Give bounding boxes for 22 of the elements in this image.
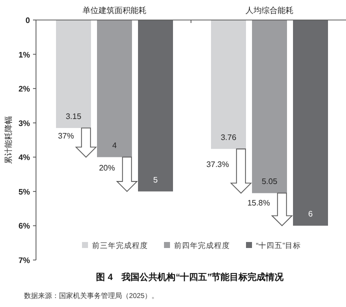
- data-label: 4: [112, 141, 118, 150]
- data-label: 5: [153, 175, 158, 184]
- annotation: 20%: [98, 163, 115, 172]
- y-tick-label: 2%: [18, 84, 30, 94]
- y-tick-label: 6%: [18, 222, 30, 231]
- y-tick-label: 5%: [18, 187, 30, 196]
- y-tick-label: 4%: [18, 153, 30, 162]
- y-tick-label: 0: [26, 16, 31, 25]
- annotation: 15.8%: [247, 198, 270, 208]
- text: 图 4 我国公共机构“十四五”节能目标完成情况: [96, 272, 285, 282]
- y-tick-label: 7%: [18, 256, 30, 265]
- data-label: 5.05: [262, 177, 278, 186]
- y-tick-label: 1%: [18, 50, 30, 60]
- annotation: 37.3%: [206, 160, 229, 170]
- x-tick-label: 单位建筑面积能耗: [82, 6, 146, 15]
- annotation: 37%: [58, 132, 74, 141]
- y-tick-label: 3%: [18, 118, 30, 128]
- y-axis-title: 累计能耗降幅: [4, 116, 13, 164]
- data-label: 3.76: [220, 132, 237, 142]
- x-tick-label: 人均综合能耗: [246, 6, 294, 15]
- data-label: 6: [308, 210, 314, 219]
- data-label: 3.15: [66, 112, 82, 121]
